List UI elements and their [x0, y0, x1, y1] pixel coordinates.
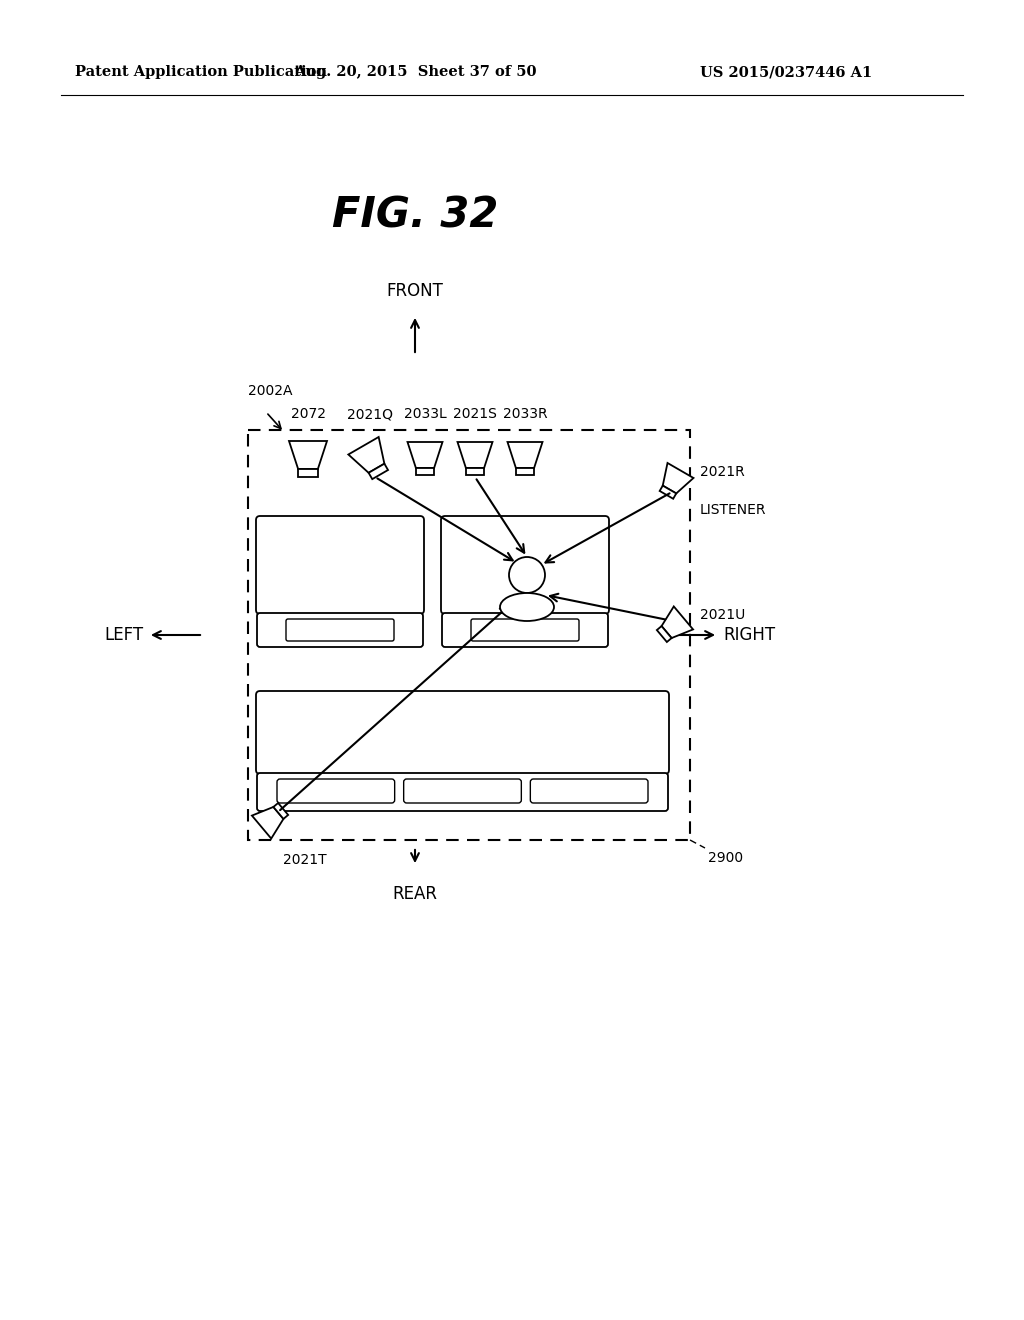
Polygon shape: [659, 486, 676, 499]
Polygon shape: [656, 626, 672, 642]
Text: 2021U: 2021U: [700, 609, 745, 622]
Text: 2021Q: 2021Q: [347, 407, 393, 421]
Polygon shape: [516, 469, 535, 475]
FancyBboxPatch shape: [441, 516, 609, 614]
Polygon shape: [408, 442, 442, 469]
Polygon shape: [663, 463, 693, 494]
Text: 2021T: 2021T: [284, 853, 327, 867]
Polygon shape: [416, 469, 434, 475]
Text: 2021R: 2021R: [700, 465, 744, 479]
Text: REAR: REAR: [392, 884, 437, 903]
Polygon shape: [508, 442, 543, 469]
FancyBboxPatch shape: [256, 516, 424, 614]
Text: 2072: 2072: [291, 407, 326, 421]
Text: US 2015/0237446 A1: US 2015/0237446 A1: [700, 65, 872, 79]
FancyBboxPatch shape: [256, 690, 669, 774]
Text: LEFT: LEFT: [103, 626, 143, 644]
Polygon shape: [298, 469, 317, 477]
Text: Patent Application Publication: Patent Application Publication: [75, 65, 327, 79]
Polygon shape: [466, 469, 484, 475]
Bar: [248, 430, 690, 840]
Text: 2033R: 2033R: [503, 407, 547, 421]
Polygon shape: [662, 606, 693, 638]
Ellipse shape: [500, 593, 554, 620]
Text: 2021S: 2021S: [453, 407, 497, 421]
Polygon shape: [289, 441, 327, 469]
Text: FIG. 32: FIG. 32: [332, 194, 499, 236]
Text: LISTENER: LISTENER: [700, 503, 767, 517]
Text: 2033L: 2033L: [403, 407, 446, 421]
Text: 2900: 2900: [708, 851, 743, 865]
FancyBboxPatch shape: [471, 619, 579, 642]
FancyBboxPatch shape: [257, 774, 668, 810]
FancyBboxPatch shape: [403, 779, 521, 803]
FancyBboxPatch shape: [286, 619, 394, 642]
Text: RIGHT: RIGHT: [723, 626, 775, 644]
Polygon shape: [369, 463, 388, 479]
FancyBboxPatch shape: [278, 779, 394, 803]
Text: Aug. 20, 2015  Sheet 37 of 50: Aug. 20, 2015 Sheet 37 of 50: [294, 65, 537, 79]
Polygon shape: [252, 807, 284, 838]
Text: FRONT: FRONT: [387, 282, 443, 300]
Polygon shape: [458, 442, 493, 469]
Text: 2002A: 2002A: [248, 384, 293, 399]
Polygon shape: [273, 803, 288, 818]
FancyBboxPatch shape: [257, 612, 423, 647]
FancyBboxPatch shape: [530, 779, 648, 803]
Circle shape: [509, 557, 545, 593]
FancyBboxPatch shape: [442, 612, 608, 647]
Polygon shape: [348, 437, 384, 473]
